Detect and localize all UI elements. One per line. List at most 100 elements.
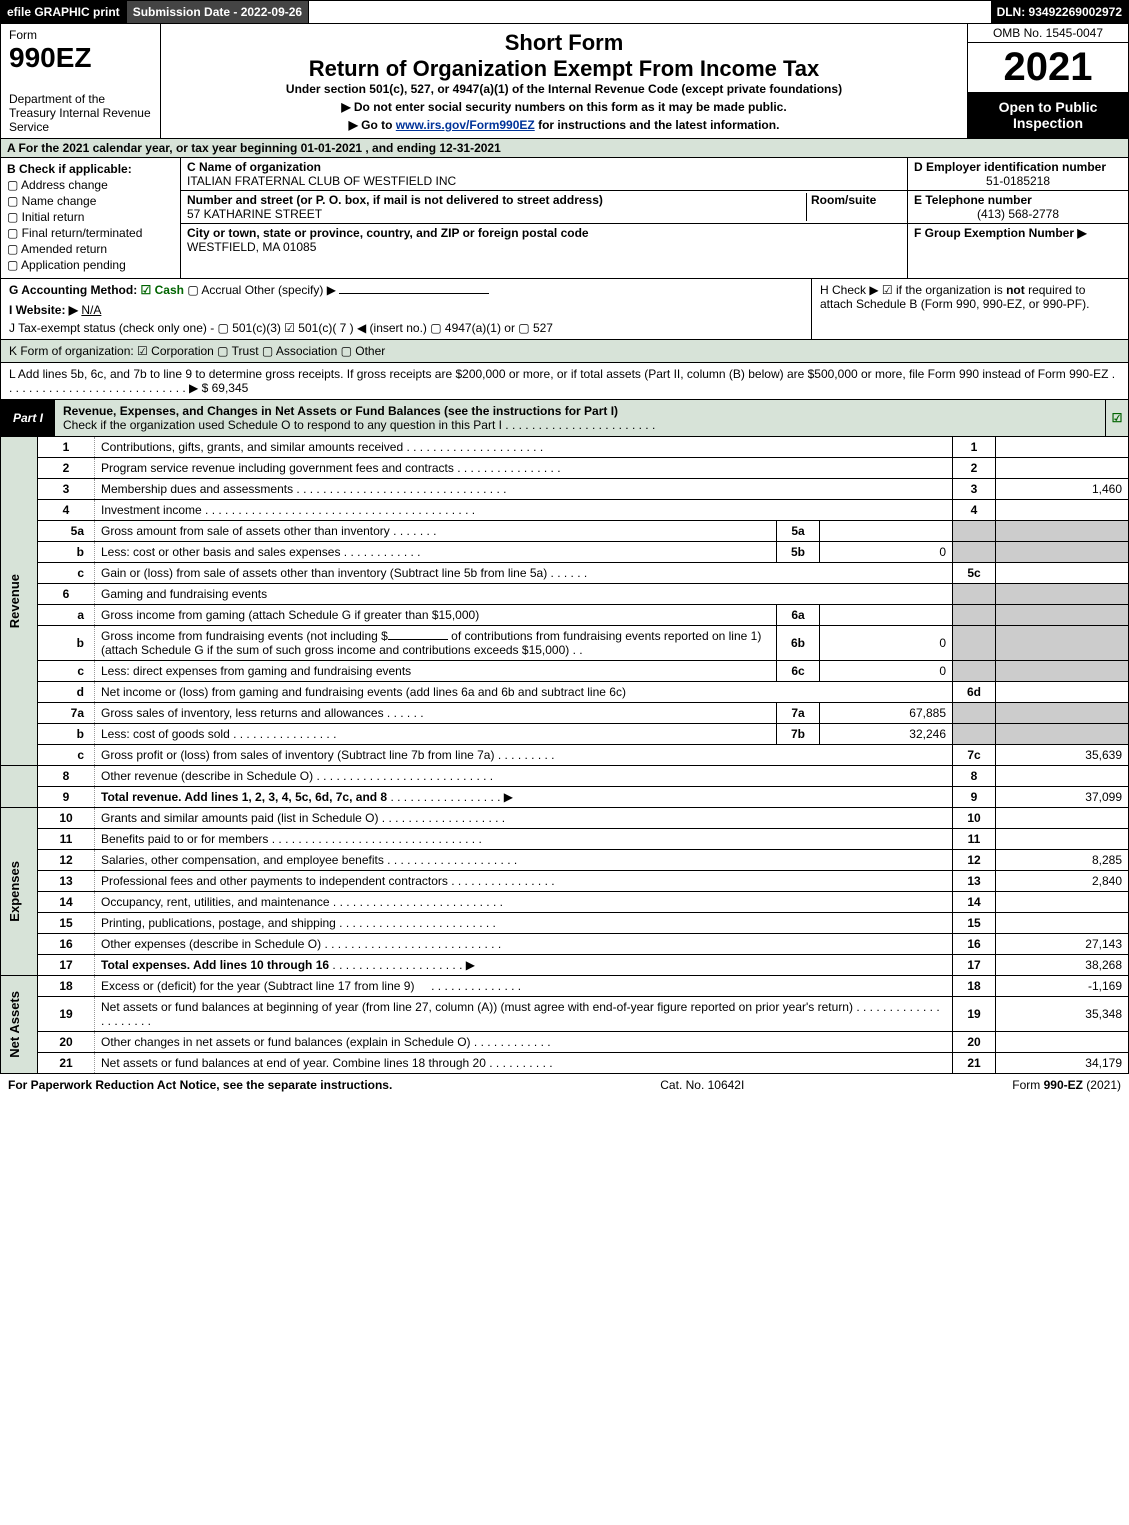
bullet-2: ▶ Go to www.irs.gov/Form990EZ for instru…: [169, 118, 959, 132]
line-7c-val: 35,639: [996, 745, 1129, 766]
lines-table: Revenue 1 Contributions, gifts, grants, …: [0, 437, 1129, 1074]
line-21-val: 34,179: [996, 1053, 1129, 1074]
submission-date: Submission Date - 2022-09-26: [127, 1, 309, 23]
line-17-val: 38,268: [996, 955, 1129, 976]
d-label: D Employer identification number: [914, 160, 1122, 174]
line-5b: Less: cost or other basis and sales expe…: [101, 545, 340, 559]
line-12: Salaries, other compensation, and employ…: [101, 853, 384, 867]
line-6c-val: 0: [820, 661, 953, 682]
chk-name[interactable]: ▢ Name change: [7, 194, 174, 208]
phone-value: (413) 568-2778: [914, 207, 1122, 221]
tax-year: 2021: [968, 43, 1128, 93]
box-def: D Employer identification number 51-0185…: [908, 158, 1128, 278]
line-7b: Less: cost of goods sold: [101, 727, 230, 741]
short-form-title: Short Form: [169, 30, 959, 56]
c-city-label: City or town, state or province, country…: [187, 226, 589, 240]
open-public-badge: Open to Public Inspection: [968, 93, 1128, 138]
chk-amended[interactable]: ▢ Amended return: [7, 242, 174, 256]
org-name: ITALIAN FRATERNAL CLUB OF WESTFIELD INC: [187, 174, 456, 188]
org-street: 57 KATHARINE STREET: [187, 207, 322, 221]
row-l: L Add lines 5b, 6c, and 7b to line 9 to …: [0, 363, 1129, 400]
line-11: Benefits paid to or for members: [101, 832, 268, 846]
line-10: Grants and similar amounts paid (list in…: [101, 811, 378, 825]
line-20: Other changes in net assets or fund bala…: [101, 1035, 471, 1049]
part-1-title: Revenue, Expenses, and Changes in Net As…: [55, 400, 1105, 436]
line-16: Other expenses (describe in Schedule O): [101, 937, 321, 951]
footer-left: For Paperwork Reduction Act Notice, see …: [8, 1078, 392, 1092]
org-city: WESTFIELD, MA 01085: [187, 240, 316, 254]
line-1: Contributions, gifts, grants, and simila…: [101, 440, 403, 454]
vert-net: Net Assets: [7, 991, 22, 1058]
line-5a: Gross amount from sale of assets other t…: [101, 524, 390, 538]
line-19-val: 35,348: [996, 997, 1129, 1032]
chk-final[interactable]: ▢ Final return/terminated: [7, 226, 174, 240]
line-6b-val: 0: [820, 626, 953, 661]
row-g: G Accounting Method: ☑ Cash ▢ Accrual Ot…: [1, 279, 811, 339]
box-c: C Name of organization ITALIAN FRATERNAL…: [181, 158, 908, 278]
g-other-blank: [339, 293, 489, 294]
line-8: Other revenue (describe in Schedule O): [101, 769, 313, 783]
line-16-val: 27,143: [996, 934, 1129, 955]
line-2: Program service revenue including govern…: [101, 461, 454, 475]
part-1-checkbox[interactable]: ☑: [1105, 400, 1128, 436]
page-footer: For Paperwork Reduction Act Notice, see …: [0, 1074, 1129, 1096]
form-header: Form 990EZ Department of the Treasury In…: [0, 24, 1129, 139]
topbar-spacer: [309, 1, 990, 23]
line-9-val: 37,099: [996, 787, 1129, 808]
ein-value: 51-0185218: [914, 174, 1122, 188]
f-label: F Group Exemption Number ▶: [914, 226, 1122, 240]
efile-label: efile GRAPHIC print: [1, 1, 127, 23]
i-label: I Website: ▶: [9, 303, 78, 317]
line-4: Investment income: [101, 503, 202, 517]
header-center: Short Form Return of Organization Exempt…: [161, 24, 968, 139]
line-15: Printing, publications, postage, and shi…: [101, 916, 336, 930]
c-room-label: Room/suite: [811, 193, 876, 207]
g-other: Other (specify) ▶: [245, 283, 336, 297]
omb-number: OMB No. 1545-0047: [968, 24, 1128, 43]
chk-address[interactable]: ▢ Address change: [7, 178, 174, 192]
row-j: J Tax-exempt status (check only one) - ▢…: [9, 321, 803, 335]
chk-initial[interactable]: ▢ Initial return: [7, 210, 174, 224]
line-13-val: 2,840: [996, 871, 1129, 892]
line-7b-val: 32,246: [820, 724, 953, 745]
main-title: Return of Organization Exempt From Incom…: [169, 56, 959, 82]
row-h: H Check ▶ ☑ if the organization is not r…: [811, 279, 1128, 339]
l-text: L Add lines 5b, 6c, and 7b to line 9 to …: [9, 367, 1115, 395]
line-19: Net assets or fund balances at beginning…: [101, 1000, 853, 1014]
bullet-2-pre: ▶ Go to: [349, 118, 396, 132]
line-6b: Gross income from fundraising events (no…: [101, 629, 761, 657]
info-grid: B Check if applicable: ▢ Address change …: [0, 158, 1129, 279]
part-1-sub: Check if the organization used Schedule …: [63, 418, 655, 432]
chk-pending[interactable]: ▢ Application pending: [7, 258, 174, 272]
section-a: A For the 2021 calendar year, or tax yea…: [0, 139, 1129, 158]
l-value: 69,345: [212, 381, 249, 395]
line-18-val: -1,169: [996, 976, 1129, 997]
line-7a-val: 67,885: [820, 703, 953, 724]
c-street-label: Number and street (or P. O. box, if mail…: [187, 193, 603, 207]
box-b-label: B Check if applicable:: [7, 162, 174, 176]
line-14: Occupancy, rent, utilities, and maintena…: [101, 895, 330, 909]
vert-revenue: Revenue: [7, 574, 22, 628]
part-1-header: Part I Revenue, Expenses, and Changes in…: [0, 400, 1129, 437]
bullet-1: ▶ Do not enter social security numbers o…: [169, 100, 959, 114]
department: Department of the Treasury Internal Reve…: [9, 92, 152, 134]
line-6d: Net income or (loss) from gaming and fun…: [101, 685, 626, 699]
line-3-val: 1,460: [996, 479, 1129, 500]
line-21: Net assets or fund balances at end of ye…: [101, 1056, 486, 1070]
subtitle: Under section 501(c), 527, or 4947(a)(1)…: [169, 82, 959, 96]
website-value: N/A: [81, 303, 101, 317]
form-label: Form: [9, 28, 152, 42]
box-b: B Check if applicable: ▢ Address change …: [1, 158, 181, 278]
line-12-val: 8,285: [996, 850, 1129, 871]
h-label: H Check ▶ ☑ if the organization is: [820, 283, 1006, 297]
line-9: Total revenue. Add lines 1, 2, 3, 4, 5c,…: [101, 790, 387, 804]
bullet-2-post: for instructions and the latest informat…: [535, 118, 780, 132]
footer-center: Cat. No. 10642I: [660, 1078, 744, 1092]
irs-link[interactable]: www.irs.gov/Form990EZ: [396, 118, 535, 132]
line-7c: Gross profit or (loss) from sales of inv…: [101, 748, 494, 762]
line-3: Membership dues and assessments: [101, 482, 293, 496]
header-right: OMB No. 1545-0047 2021 Open to Public In…: [968, 24, 1128, 139]
line-7a: Gross sales of inventory, less returns a…: [101, 706, 384, 720]
line-5b-val: 0: [820, 542, 953, 563]
g-label: G Accounting Method:: [9, 283, 137, 297]
